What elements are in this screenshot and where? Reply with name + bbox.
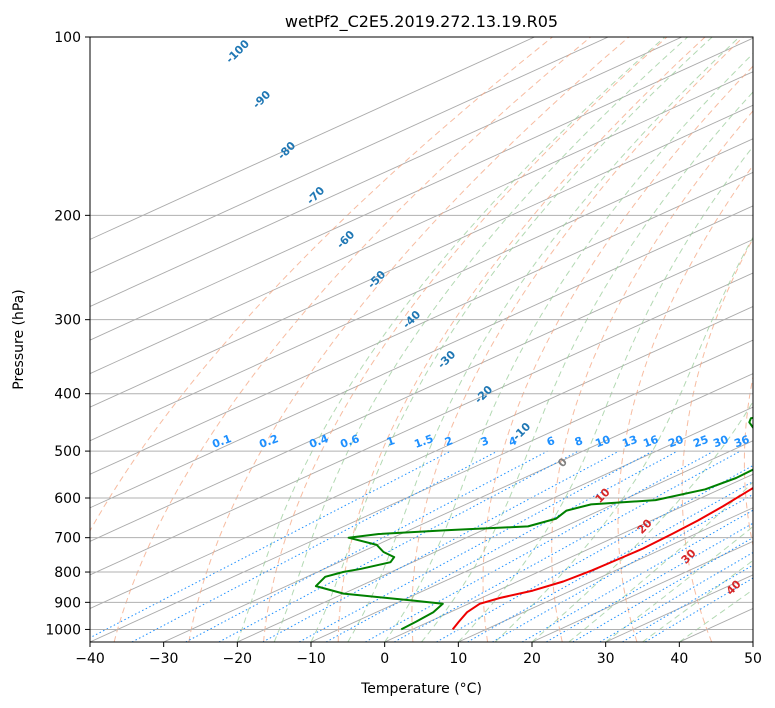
isotherm-line xyxy=(458,507,753,642)
isotherm-line xyxy=(90,272,753,576)
plot-area xyxy=(90,37,753,642)
isotherm-line xyxy=(90,37,753,341)
isotherm-line xyxy=(163,373,753,642)
moist-adiabat-line xyxy=(384,52,753,642)
dry-adiabat-line xyxy=(551,110,753,642)
x-tick-label: −40 xyxy=(75,651,105,667)
x-tick-label: 30 xyxy=(597,651,615,667)
temperature-profile-line xyxy=(451,486,753,631)
background-lines xyxy=(90,37,753,642)
isotherm-line xyxy=(384,473,753,642)
isotherm-line xyxy=(90,138,753,442)
x-tick-label: −30 xyxy=(149,651,179,667)
y-tick-label: 400 xyxy=(54,387,81,403)
mixing-ratio-line xyxy=(131,450,498,642)
x-tick-label: 40 xyxy=(670,651,688,667)
y-tick-label: 700 xyxy=(54,531,81,547)
y-tick-label: 900 xyxy=(54,595,81,611)
isotherm-line xyxy=(90,37,683,308)
mixing-ratio-label: 0.6 xyxy=(338,432,361,451)
y-axis: 100 200 300 400 500 600 700 800 900 1000 xyxy=(45,30,90,638)
mixing-ratio-label: 16 xyxy=(641,433,660,451)
mixing-ratio-label: 30 xyxy=(711,433,730,451)
moist-adiabat-line xyxy=(236,37,666,642)
moist-adiabat-line xyxy=(310,37,713,642)
x-axis: −40 −30 −20 −10 0 10 20 30 40 50 xyxy=(75,642,762,667)
mixing-ratio-label: 10 xyxy=(593,433,612,451)
dry-adiabat-line xyxy=(90,37,553,532)
y-tick-label: 200 xyxy=(54,208,81,224)
dry-adiabat-line xyxy=(263,37,668,642)
moist-adiabat-line xyxy=(494,236,753,642)
x-tick-label: 50 xyxy=(744,651,762,667)
y-tick-label: 100 xyxy=(54,30,81,46)
mixing-ratio-line xyxy=(521,509,753,642)
mixing-ratio-label: 8 xyxy=(573,434,585,449)
x-tick-label: −20 xyxy=(223,651,253,667)
mixing-ratio-line xyxy=(325,450,678,642)
isotherm-line xyxy=(90,339,753,642)
mixing-ratio-line xyxy=(262,450,620,642)
mixing-ratio-line xyxy=(467,481,753,642)
y-tick-label: 300 xyxy=(54,313,81,329)
mixing-ratio-line xyxy=(546,522,753,642)
isotherm-line xyxy=(90,37,535,240)
isotherm-line xyxy=(90,205,753,509)
mixing-ratio-label: 36 xyxy=(732,433,751,451)
isotherm-line xyxy=(90,37,609,274)
moist-adiabat-line xyxy=(347,37,740,642)
y-tick-label: 1000 xyxy=(45,622,81,638)
mixing-ratio-line xyxy=(436,464,753,642)
y-tick-label: 600 xyxy=(54,491,81,507)
mixing-ratio-label: 20 xyxy=(666,433,685,451)
dry-adiabat-line xyxy=(617,164,753,642)
moist-adiabat-line xyxy=(531,400,753,642)
dry-adiabat-line xyxy=(113,37,591,642)
y-axis-title: Pressure (hPa) xyxy=(11,289,27,389)
mixing-ratio-line xyxy=(393,450,741,642)
plot-frame xyxy=(89,36,754,643)
mixing-ratio-label: 0.4 xyxy=(307,432,330,451)
dewpoint-profile-line xyxy=(314,416,753,631)
y-tick-label: 800 xyxy=(54,565,81,581)
isotherm-line xyxy=(90,104,753,408)
mixing-ratio-label: 25 xyxy=(691,433,710,450)
mixing-ratio-label: 2 xyxy=(443,434,455,449)
dry-adiabat-line xyxy=(743,374,753,548)
dry-adiabat-line xyxy=(482,65,753,642)
profile-lines xyxy=(314,416,753,631)
mixing-ratio-label: 1 xyxy=(385,434,397,449)
mixing-ratio-line xyxy=(298,450,653,642)
dry-adiabat-line xyxy=(681,237,753,642)
mixing-ratio-line xyxy=(90,450,451,639)
x-tick-label: 10 xyxy=(449,651,467,667)
x-tick-label: 0 xyxy=(380,651,389,667)
moist-adiabat-line xyxy=(273,37,688,642)
mixing-ratio-label: 4 xyxy=(507,434,519,449)
x-axis-title: Temperature (°C) xyxy=(360,681,482,697)
mixing-ratio-label: 0.2 xyxy=(257,432,280,451)
moist-adiabat-line xyxy=(642,559,753,642)
moist-adiabat-line xyxy=(421,91,753,642)
mixing-ratio-label: 1.5 xyxy=(412,432,435,451)
isotherm-line xyxy=(752,641,753,642)
x-tick-label: 20 xyxy=(523,651,541,667)
dry-adiabat-line xyxy=(188,37,630,642)
x-tick-label: −10 xyxy=(296,651,326,667)
isotherm-line xyxy=(310,440,753,642)
moist-adiabat-line xyxy=(679,589,753,642)
y-tick-label: 500 xyxy=(54,444,81,460)
isotherm-line xyxy=(237,406,753,642)
chart-title: wetPf2_C2E5.2019.272.13.19.R05 xyxy=(285,12,558,32)
mixing-ratio-label: 6 xyxy=(545,434,557,449)
isotherm-line xyxy=(90,71,753,375)
isotherm-line xyxy=(90,171,753,475)
mixing-ratio-line xyxy=(365,450,714,642)
mixing-ratio-label: 3 xyxy=(479,434,491,449)
moist-adiabat-line xyxy=(457,145,753,642)
mixing-ratio-label: 0.1 xyxy=(210,432,233,451)
isotherm-line xyxy=(90,306,753,609)
mixing-ratio-label: 13 xyxy=(620,433,639,450)
